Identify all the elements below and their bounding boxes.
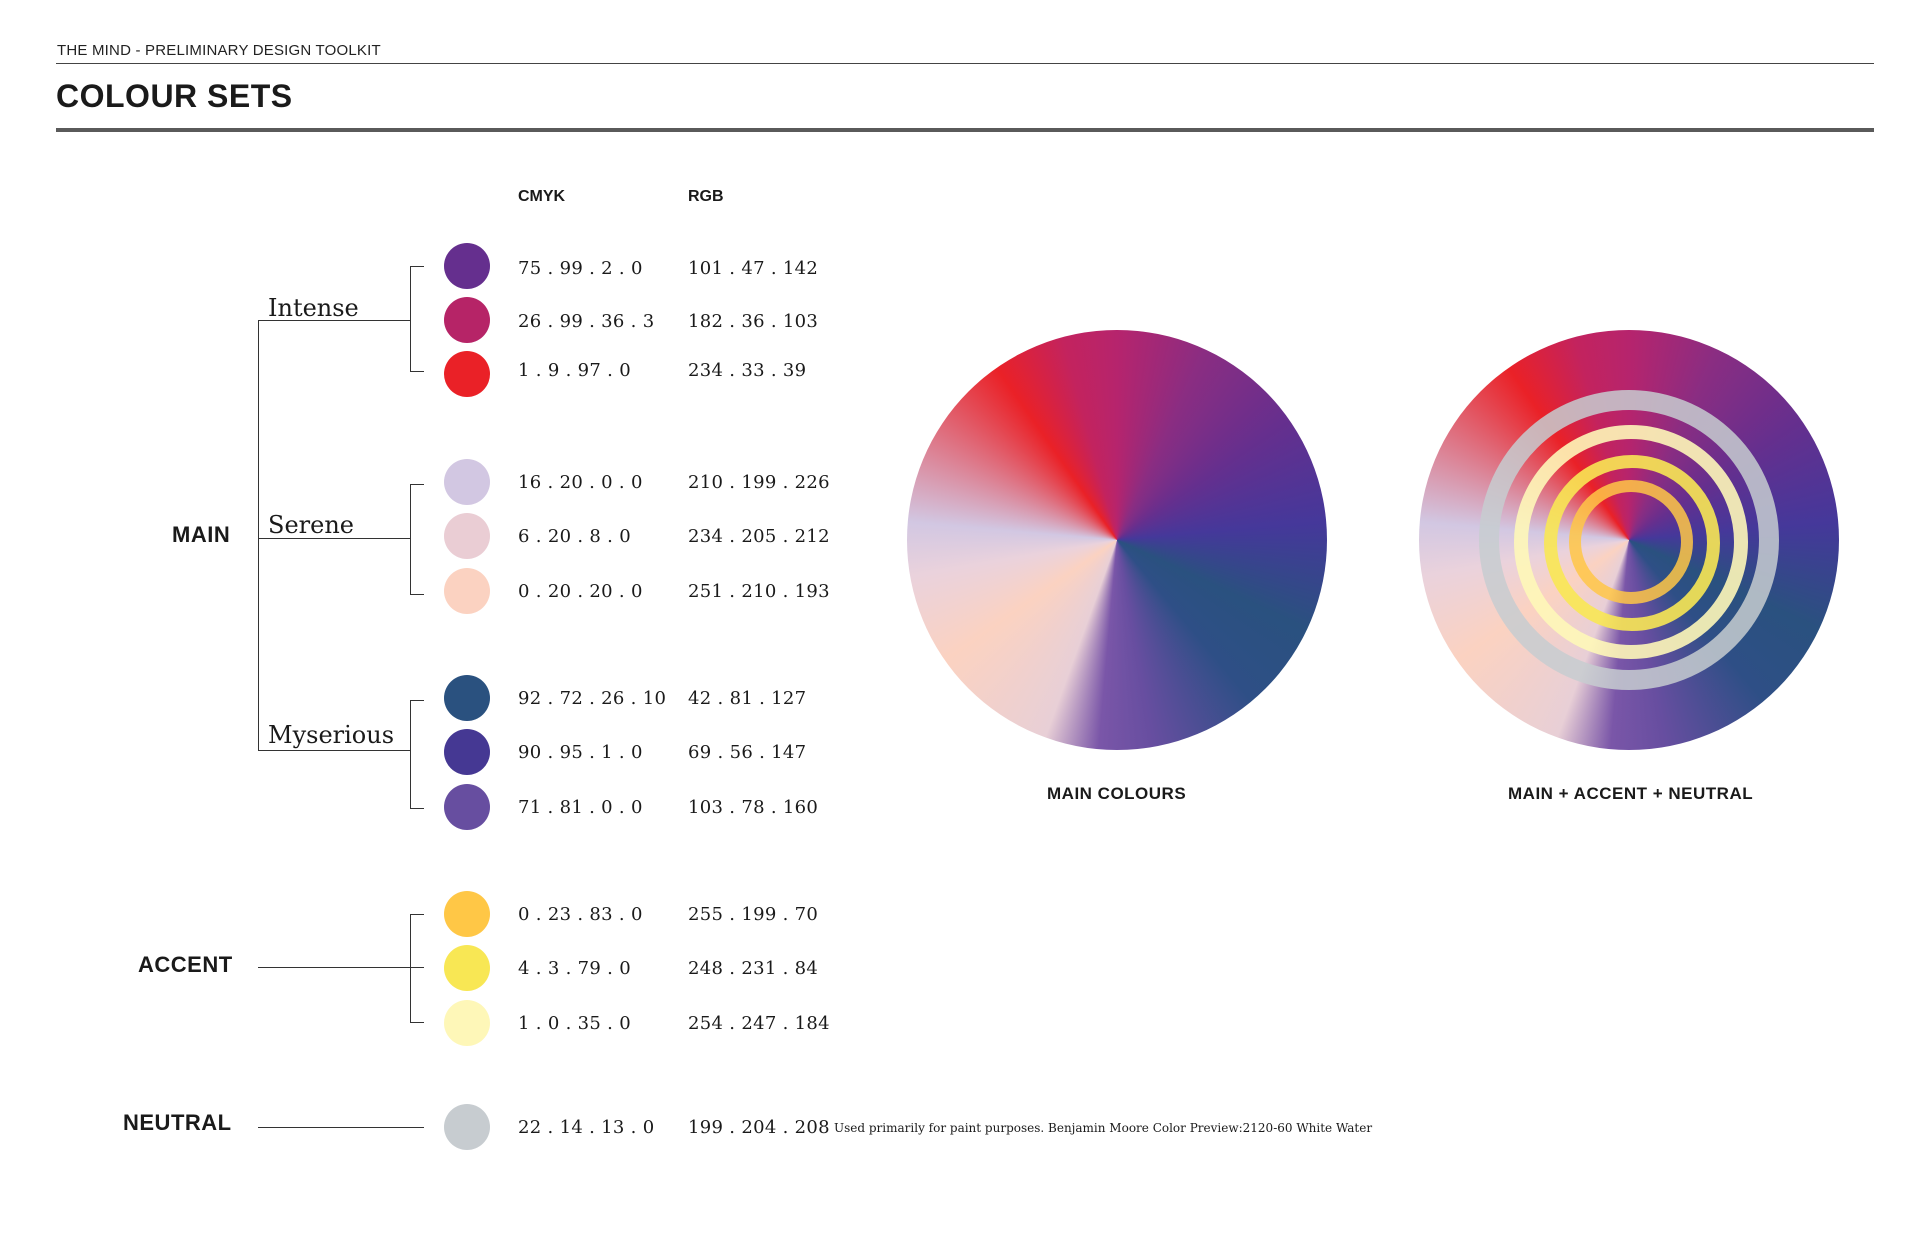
rgb-value: 101 . 47 . 142 [688, 258, 819, 279]
rgb-value: 234 . 205 . 212 [688, 526, 830, 547]
main-accent-neutral-wheel [1419, 330, 1839, 750]
color-swatch [444, 243, 490, 289]
page-title: COLOUR SETS [56, 78, 293, 114]
rgb-value: 234 . 33 . 39 [688, 360, 807, 381]
accent-ring-orange [1569, 480, 1693, 604]
main-colours-caption: MAIN COLOURS [1047, 784, 1187, 803]
rgb-value: 255 . 199 . 70 [688, 904, 819, 925]
color-swatch [444, 945, 490, 991]
color-swatch [444, 675, 490, 721]
main-accent-neutral-caption: MAIN + ACCENT + NEUTRAL [1508, 784, 1754, 803]
color-swatch [444, 784, 490, 830]
rgb-value: 210 . 199 . 226 [688, 472, 830, 493]
cmyk-value: 71 . 81 . 0 . 0 [518, 797, 643, 818]
header-divider [56, 63, 1874, 64]
subgroup-label-serene: Serene [268, 511, 354, 539]
cmyk-value: 1 . 9 . 97 . 0 [518, 360, 631, 381]
cmyk-value: 75 . 99 . 2 . 0 [518, 258, 643, 279]
title-divider [56, 128, 1874, 132]
cmyk-column-header: CMYK [518, 188, 566, 205]
color-swatch [444, 891, 490, 937]
main-colours-wheel [907, 330, 1327, 750]
rgb-value: 248 . 231 . 84 [688, 958, 819, 979]
neutral-note: Used primarily for paint purposes. Benja… [834, 1121, 1373, 1135]
cmyk-value: 22 . 14 . 13 . 0 [518, 1117, 655, 1138]
cmyk-value: 4 . 3 . 79 . 0 [518, 958, 631, 979]
color-swatch [444, 1000, 490, 1046]
rgb-value: 69 . 56 . 147 [688, 742, 807, 763]
cmyk-value: 0 . 23 . 83 . 0 [518, 904, 643, 925]
cmyk-value: 16 . 20 . 0 . 0 [518, 472, 643, 493]
group-label-neutral: NEUTRAL [123, 1110, 232, 1135]
cmyk-value: 0 . 20 . 20 . 0 [518, 581, 643, 602]
cmyk-value: 92 . 72 . 26 . 10 [518, 688, 667, 709]
group-label-accent: ACCENT [138, 952, 233, 977]
rgb-value: 199 . 204 . 208 [688, 1117, 830, 1138]
cmyk-value: 6 . 20 . 8 . 0 [518, 526, 631, 547]
cmyk-value: 1 . 0 . 35 . 0 [518, 1013, 631, 1034]
color-swatch [444, 459, 490, 505]
rgb-column-header: RGB [688, 188, 724, 205]
document-title: THE MIND - PRELIMINARY DESIGN TOOLKIT [57, 42, 381, 59]
color-swatch [444, 729, 490, 775]
rgb-value: 182 . 36 . 103 [688, 311, 819, 332]
subgroup-label-mysterious: Myserious [268, 721, 395, 749]
cmyk-value: 90 . 95 . 1 . 0 [518, 742, 643, 763]
color-swatch [444, 513, 490, 559]
color-swatch [444, 568, 490, 614]
color-swatch [444, 351, 490, 397]
rgb-value: 103 . 78 . 160 [688, 797, 819, 818]
color-swatch [444, 1104, 490, 1150]
color-swatch [444, 297, 490, 343]
cmyk-value: 26 . 99 . 36 . 3 [518, 311, 655, 332]
group-label-main: MAIN [172, 522, 231, 547]
subgroup-label-intense: Intense [268, 294, 359, 322]
rgb-value: 254 . 247 . 184 [688, 1013, 830, 1034]
rgb-value: 251 . 210 . 193 [688, 581, 830, 602]
rgb-value: 42 . 81 . 127 [688, 688, 807, 709]
